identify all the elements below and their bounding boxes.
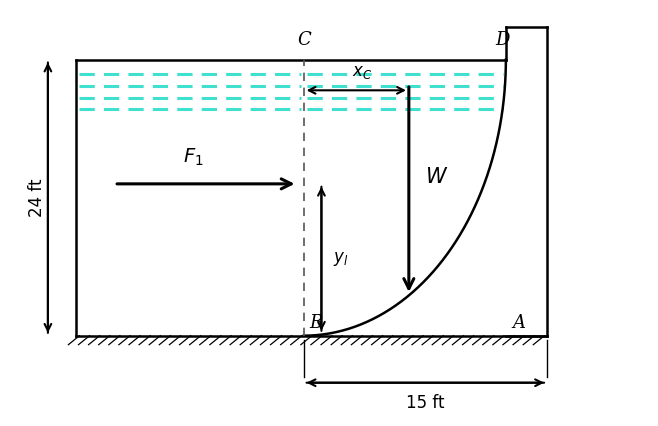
Text: A: A xyxy=(512,314,525,331)
Text: 15 ft: 15 ft xyxy=(406,394,445,412)
Text: $F_1$: $F_1$ xyxy=(183,146,203,167)
Text: 24 ft: 24 ft xyxy=(28,178,45,217)
Text: $W$: $W$ xyxy=(424,167,448,187)
Text: D: D xyxy=(495,32,510,49)
Text: $x_C$: $x_C$ xyxy=(353,64,373,81)
Text: C: C xyxy=(297,32,311,49)
Text: B: B xyxy=(309,314,322,332)
Text: $y_l$: $y_l$ xyxy=(333,250,348,268)
